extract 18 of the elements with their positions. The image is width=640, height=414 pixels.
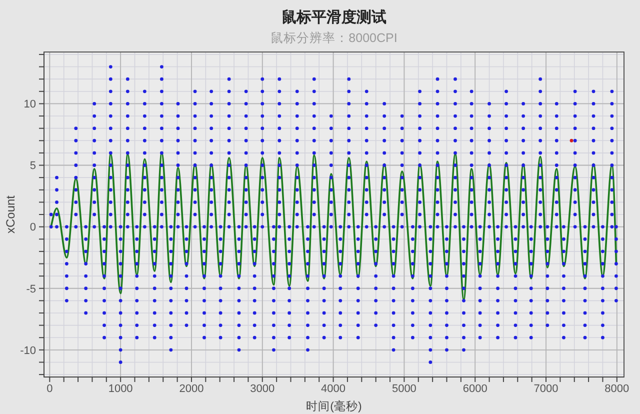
x-tick-label: 4000: [321, 382, 346, 395]
y-axis-title: xCount: [3, 194, 18, 234]
y-tick-label: -5: [26, 283, 36, 296]
x-tick-label: 8000: [604, 382, 630, 395]
x-tick-label: 5000: [392, 382, 416, 395]
x-tick-label: 6000: [462, 382, 488, 395]
chart-title: 鼠标平滑度测试: [280, 8, 388, 28]
x-tick-label: 2000: [179, 382, 204, 395]
x-tick-label: 7000: [534, 382, 558, 395]
x-tick-label: 1000: [108, 382, 133, 395]
y-tick-label: -10: [20, 344, 36, 357]
chart-subtitle: 鼠标分辨率：8000CPI: [270, 30, 398, 46]
y-tick-label: 0: [30, 222, 36, 234]
x-axis-title: 时间(毫秒): [306, 399, 362, 413]
x-tick-label: 3000: [250, 382, 275, 395]
y-tick-label: 5: [30, 160, 36, 172]
y-tick-label: 10: [24, 98, 36, 111]
x-tick-label: 0: [46, 382, 53, 395]
